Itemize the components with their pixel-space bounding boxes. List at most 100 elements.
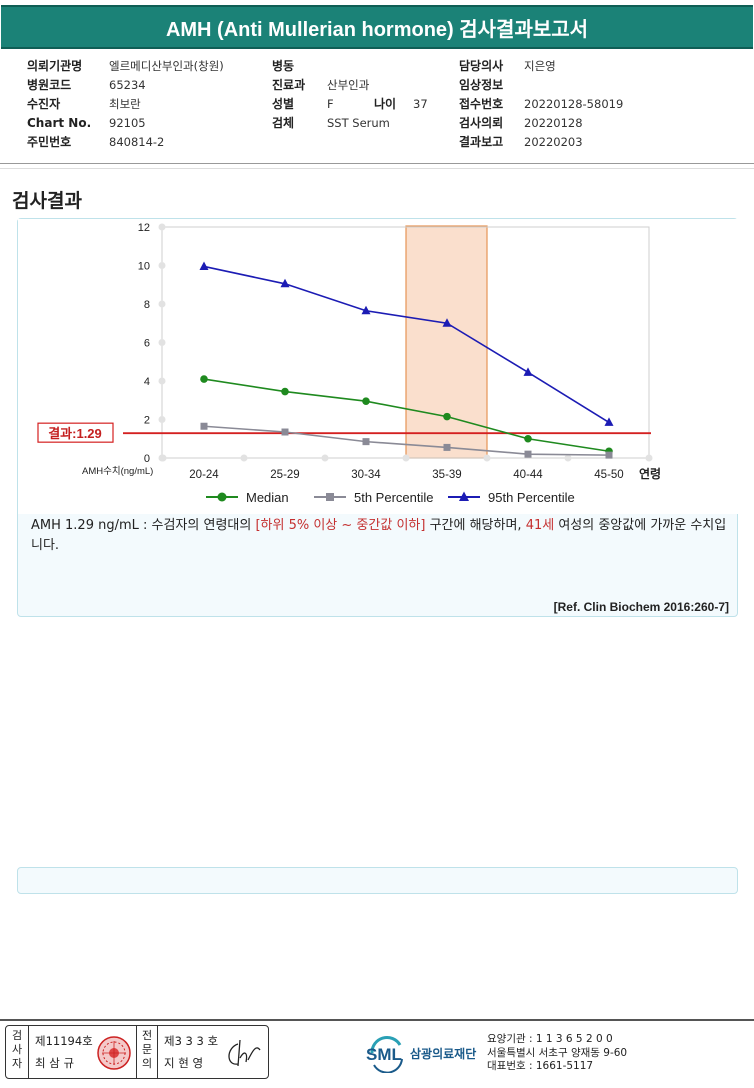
info-value: 산부인과 [327,77,370,92]
info-row: 성별 F 나이 37 [272,94,428,113]
y-tick-label: 4 [144,376,150,388]
info-label: 접수번호 [459,97,504,111]
org-name: 삼광의료재단 [410,1046,477,1061]
info-row: 임상정보 [459,75,524,94]
info-label: 의뢰기관명 [27,59,83,73]
seal-stamp-icon [97,1036,131,1070]
y-tick-mark [158,377,166,385]
comment-range: [하위 5% 이상 ~ 중간값 이하] [255,518,426,533]
data-point [604,417,614,426]
info-label: 수진자 [27,97,61,111]
data-point [200,375,208,383]
x-tick-label: 20-24 [189,469,219,481]
y-tick-label: 8 [144,299,150,311]
x-tick-mark [159,454,167,462]
legend-label: 95th Percentile [488,490,575,505]
data-point [199,261,209,270]
data-point [200,422,208,430]
y-tick-label: 12 [138,222,150,234]
tester-license: 제11194호 [35,1034,93,1048]
svg-text:SML: SML [366,1045,402,1064]
info-value: 최보란 [109,96,141,111]
x-tick-label: 40-44 [513,469,543,481]
info-row: 담당의사 지은영 [459,56,556,75]
data-point [281,428,289,436]
y-tick-mark [158,339,166,346]
org-phone: 대표번호 : 1661-5117 [487,1060,594,1072]
data-point [362,397,370,406]
y-tick-label: 0 [144,453,150,465]
data-point [524,434,532,443]
info-row: 진료과 산부인과 [272,75,369,94]
section-title: 검사결과 [12,191,82,212]
y-tick-label: 6 [144,338,150,350]
series-line-median [203,378,610,453]
org-code: 요양기관 : 1 1 3 6 5 2 0 0 [487,1033,613,1045]
footer-divider [0,1019,754,1021]
y-tick-label: 2 [144,415,150,427]
info-value: SST Serum [327,115,390,130]
series-line-5th-percentile [203,425,610,456]
info-row: 검사의뢰 20220128 [459,113,583,132]
comment-text: 구간에 해당하며, [425,518,526,533]
data-point [442,318,452,327]
divider [0,168,754,169]
info-value: 20220203 [524,134,583,149]
x-tick-mark [240,454,248,462]
data-point [443,443,451,451]
legend-marker [217,492,227,502]
tester-name: 최 삼 규 [35,1056,75,1070]
highlight-band [405,225,488,459]
info-label: 결과보고 [459,135,504,149]
x-tick-label: 45-50 [594,469,623,481]
legend-marker [326,493,334,501]
info-value: 20220128 [524,115,583,130]
info-value: 지은영 [524,58,556,73]
data-point [361,305,371,315]
info-value: 840814-2 [109,134,165,149]
result-panel: 0 2 4 6 8 10 12 20-24 25-29 30-34 35-39 40-44 45-50 연… [17,218,739,617]
y-tick-label: 10 [138,261,150,273]
info-label: 병원코드 [27,78,72,92]
legend-label: 5th Percentile [354,490,434,505]
sml-logo-icon: SML [366,1035,403,1073]
data-point [281,387,289,396]
org-info: 요양기관 : 1 1 3 6 5 2 0 0 서울특별시 서초구 양재동 9-6… [487,1033,627,1074]
info-row: Chart No. 92105 [27,113,146,132]
info-label: 검사의뢰 [459,116,504,130]
empty-panel [17,867,738,894]
result-label-box [37,422,114,443]
info-label: 나이 [374,97,397,111]
info-value: 20220128-58019 [524,96,624,111]
comment-text: 여성의 중앙값에 가까운 수치입니다. [31,518,727,553]
series-line-95th-percentile [203,265,610,424]
info-row: 병원코드 65234 [27,75,146,94]
y-axis-label: AMH수치(ng/mL) [82,465,153,477]
data-point [524,450,532,458]
data-point [280,278,290,288]
info-label: Chart No. [27,115,92,130]
comment-age: 41세 [525,518,555,533]
info-row: 검체 SST Serum [272,113,390,132]
info-label: 진료과 [272,78,306,92]
y-tick-mark [158,300,166,308]
info-label: 주민번호 [27,135,72,149]
x-axis-label: 연령 [639,466,661,481]
y-tick-mark [158,223,166,231]
info-value: 92105 [109,115,146,130]
data-point [362,438,370,446]
x-tick-mark [483,454,491,462]
comment-text: AMH 1.29 ng/mL : 수검자의 연령대의 [31,518,256,533]
info-value: 엘르메디산부인과(창원) [109,58,224,73]
info-value: 65234 [109,77,146,92]
info-value: F [327,96,334,111]
info-label: 임상정보 [459,78,504,92]
report-title: AMH (Anti Mullerian hormone) 검사결과보고서 [1,5,753,49]
info-label: 성별 [272,97,295,111]
x-tick-mark [402,454,410,462]
reference: [Ref. Clin Biochem 2016:260-7] [553,600,729,614]
info-value: 37 [413,96,428,111]
